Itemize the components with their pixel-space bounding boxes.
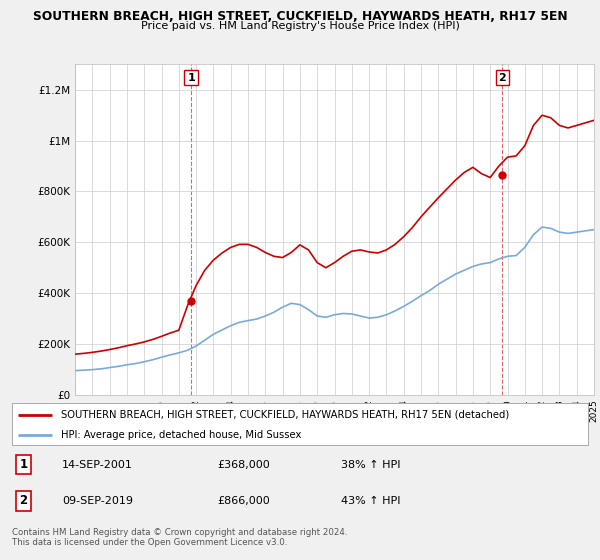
Text: 14-SEP-2001: 14-SEP-2001 bbox=[62, 460, 133, 470]
Text: 1: 1 bbox=[187, 73, 195, 83]
Text: 43% ↑ HPI: 43% ↑ HPI bbox=[341, 496, 401, 506]
Text: 2: 2 bbox=[20, 494, 28, 507]
Text: Contains HM Land Registry data © Crown copyright and database right 2024.
This d: Contains HM Land Registry data © Crown c… bbox=[12, 528, 347, 547]
Text: £866,000: £866,000 bbox=[218, 496, 271, 506]
Text: £368,000: £368,000 bbox=[218, 460, 271, 470]
Text: 38% ↑ HPI: 38% ↑ HPI bbox=[341, 460, 401, 470]
Text: 09-SEP-2019: 09-SEP-2019 bbox=[62, 496, 133, 506]
Text: 2: 2 bbox=[499, 73, 506, 83]
Text: 1: 1 bbox=[20, 458, 28, 471]
Text: SOUTHERN BREACH, HIGH STREET, CUCKFIELD, HAYWARDS HEATH, RH17 5EN: SOUTHERN BREACH, HIGH STREET, CUCKFIELD,… bbox=[32, 10, 568, 23]
Text: Price paid vs. HM Land Registry's House Price Index (HPI): Price paid vs. HM Land Registry's House … bbox=[140, 21, 460, 31]
Text: HPI: Average price, detached house, Mid Sussex: HPI: Average price, detached house, Mid … bbox=[61, 430, 301, 440]
Text: SOUTHERN BREACH, HIGH STREET, CUCKFIELD, HAYWARDS HEATH, RH17 5EN (detached): SOUTHERN BREACH, HIGH STREET, CUCKFIELD,… bbox=[61, 409, 509, 419]
